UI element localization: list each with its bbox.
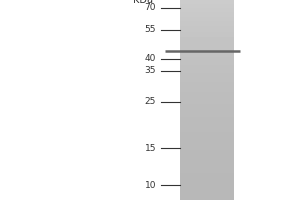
Text: 40: 40 — [145, 54, 156, 63]
Text: 70: 70 — [145, 3, 156, 12]
Text: 10: 10 — [145, 181, 156, 190]
Text: 25: 25 — [145, 97, 156, 106]
Text: 35: 35 — [145, 66, 156, 75]
Text: KDa: KDa — [133, 0, 153, 5]
Text: 15: 15 — [145, 144, 156, 153]
Text: 55: 55 — [145, 25, 156, 34]
